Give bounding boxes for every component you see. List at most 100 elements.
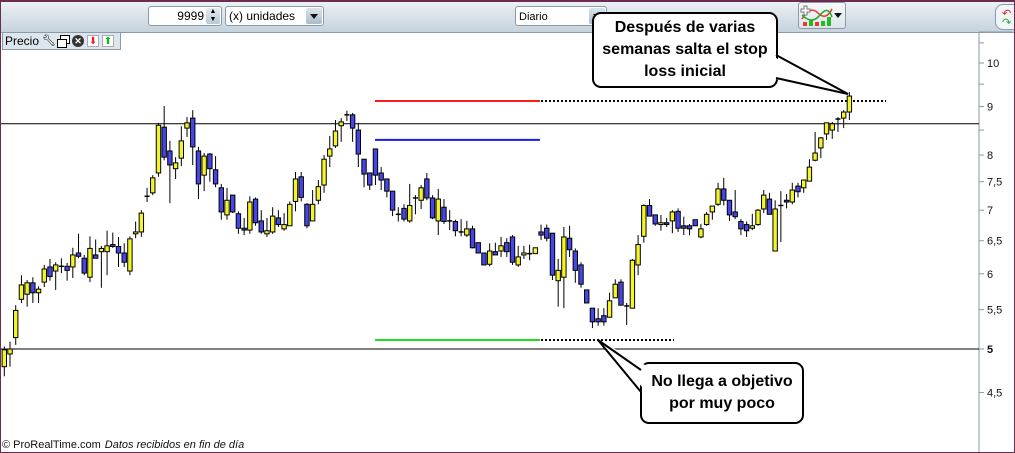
- candle-body: [64, 265, 70, 271]
- candle-body: [201, 155, 207, 176]
- candle-body: [281, 224, 287, 230]
- callout-target: No llega a objetivo por muy poco: [640, 362, 804, 424]
- move-up-icon[interactable]: ⬆: [102, 35, 115, 47]
- candle-body: [521, 252, 527, 256]
- candle-body: [629, 259, 636, 309]
- candle-body: [709, 205, 716, 213]
- candle-body: [475, 242, 481, 254]
- candle-body: [378, 172, 384, 181]
- candle-body: [298, 176, 304, 198]
- wrench-icon[interactable]: 🔧︎: [42, 35, 56, 47]
- candle-body: [327, 148, 333, 157]
- candle-body: [41, 268, 47, 283]
- candle-body: [498, 245, 504, 252]
- candle-body: [401, 207, 407, 220]
- candle-body: [18, 284, 25, 300]
- candle-body: [338, 121, 344, 127]
- data-status-text: Datos recibidos en fin de día: [104, 439, 245, 451]
- footer: © ProRealTime.com Datos recibidos en fin …: [2, 439, 244, 451]
- candle-body: [138, 212, 145, 233]
- spinner-arrows-icon[interactable]: ▲ ▼: [206, 8, 220, 24]
- candle-body: [509, 236, 516, 263]
- candle-body: [367, 172, 373, 186]
- candle-body: [172, 162, 179, 170]
- candle-body: [7, 348, 13, 355]
- candle-body: [469, 228, 476, 249]
- chevron-down-icon[interactable]: [306, 8, 322, 24]
- units-select-value: (x) unidades: [229, 9, 296, 23]
- candle-body: [692, 219, 698, 227]
- candle-body: [87, 247, 93, 278]
- candle-body: [275, 217, 282, 226]
- panel-label: Precio: [5, 34, 40, 48]
- add-indicator-icon: [800, 5, 833, 26]
- candle-body: [840, 111, 847, 119]
- candle-body: [755, 209, 761, 226]
- candle-body: [235, 213, 242, 229]
- copyright-text: © ProRealTime.com: [2, 439, 101, 451]
- add-indicator-button[interactable]: [798, 2, 846, 29]
- candle-body: [110, 244, 116, 247]
- candle-body: [407, 204, 413, 222]
- candle-body: [538, 231, 544, 236]
- candle-body: [578, 264, 584, 285]
- candle-body: [332, 130, 339, 147]
- candle-body: [595, 318, 601, 323]
- candle-body: [743, 224, 750, 232]
- y-tick-label: 8: [987, 150, 993, 162]
- candle-body: [698, 228, 704, 238]
- units-quantity-stepper[interactable]: 9999 ▲ ▼: [148, 6, 222, 26]
- callout-stop-loss: Después de varias semanas salta el stop …: [592, 12, 778, 88]
- candle-body: [292, 178, 299, 202]
- candle-body: [618, 281, 624, 306]
- candle-body: [52, 264, 59, 272]
- candle-body: [230, 194, 236, 213]
- candle-body: [132, 231, 139, 235]
- candle-body: [783, 199, 790, 203]
- candle-body: [738, 221, 744, 230]
- candle-body: [247, 201, 253, 231]
- candle-body: [424, 178, 430, 199]
- windows-icon[interactable]: [57, 35, 71, 48]
- candle-body: [207, 153, 213, 170]
- candle-body: [161, 126, 167, 158]
- callout-line: No llega a objetivo: [651, 373, 793, 390]
- candle-body: [646, 204, 653, 217]
- candle-body: [155, 124, 162, 174]
- candle-body: [721, 188, 727, 201]
- candle-body: [241, 227, 247, 231]
- candle-body: [635, 244, 641, 266]
- candle-body: [435, 198, 441, 222]
- y-tick-label: 4,5: [987, 387, 1002, 399]
- candle-body: [675, 210, 681, 229]
- candle-body: [652, 214, 658, 225]
- y-tick-label: 10: [987, 58, 999, 70]
- units-select[interactable]: (x) unidades: [225, 6, 324, 26]
- candle-body: [81, 257, 87, 274]
- candle-body: [481, 252, 487, 266]
- candle-body: [829, 123, 835, 131]
- y-tick-label: 7,5: [987, 177, 1002, 189]
- y-tick-label: 9: [987, 101, 993, 113]
- candle-body: [555, 269, 561, 282]
- candle-body: [121, 252, 127, 263]
- close-circle-icon[interactable]: ✕: [72, 35, 85, 47]
- candle-body: [789, 189, 795, 203]
- candle-body: [287, 203, 293, 227]
- candle-body: [749, 225, 756, 229]
- candle-body: [349, 114, 356, 129]
- candle-body: [766, 198, 773, 215]
- candle-body: [75, 252, 82, 257]
- chevron-down-icon[interactable]: [834, 13, 842, 18]
- candle-body: [663, 222, 670, 226]
- candle-body: [601, 315, 607, 323]
- callout-line: loss inicial: [644, 63, 726, 80]
- candle-body: [92, 254, 99, 259]
- candle-body: [184, 122, 190, 129]
- candle-body: [441, 206, 447, 223]
- candle-body: [681, 225, 687, 229]
- move-down-icon[interactable]: ⬇: [87, 35, 100, 47]
- candle-body: [35, 288, 42, 294]
- candle-body: [812, 152, 818, 161]
